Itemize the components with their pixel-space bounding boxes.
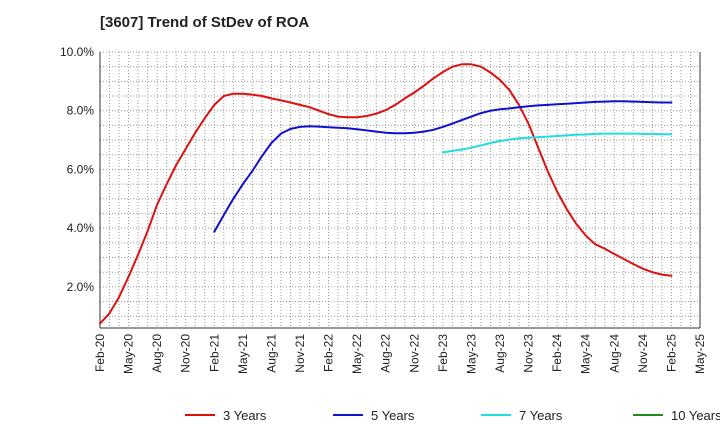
legend-label-5-years: 5 Years [371,408,415,423]
x-tick-label: Aug-21 [264,334,278,373]
y-tick-label: 4.0% [67,221,95,235]
x-tick-label: May-22 [350,334,364,374]
x-tick-label: Feb-20 [93,334,107,372]
series-line-5-years [213,100,673,233]
x-tick-label: May-20 [122,334,136,374]
y-tick-label: 6.0% [67,162,95,176]
axis-layer: 2.0% 4.0% 6.0% 8.0% 10.0% Feb-20 May-20 Aug-20 N… [60,45,707,374]
x-tick-label: May-25 [693,334,707,374]
legend: 3 Years 5 Years 7 Years 10 Years [185,408,720,423]
x-tick-label: Aug-24 [607,334,621,373]
x-tick-label: Aug-22 [379,334,393,373]
series-layer [99,63,673,325]
x-tick-label: Nov-21 [293,334,307,373]
grid-layer [100,52,700,328]
y-tick-label: 10.0% [60,45,94,59]
x-tick-label: Nov-24 [636,334,650,373]
x-tick-label: Feb-25 [664,334,678,372]
x-tick-label: Aug-23 [493,334,507,373]
y-tick-label: 8.0% [67,104,95,118]
x-tick-label: Feb-24 [550,334,564,372]
x-tick-label: Feb-23 [436,334,450,372]
plot-area [100,52,700,328]
legend-label-7-years: 7 Years [519,408,563,423]
x-tick-label: May-24 [579,334,593,374]
legend-label-3-years: 3 Years [223,408,267,423]
x-tick-label: May-23 [464,334,478,374]
series-line-3-years [99,63,673,325]
y-tick-label: 2.0% [67,280,95,294]
chart-title: [3607] Trend of StDev of ROA [100,14,310,31]
legend-label-10-years: 10 Years [671,408,720,423]
x-tick-label: Nov-20 [179,334,193,373]
x-tick-label: Nov-22 [407,334,421,373]
x-tick-label: May-21 [236,334,250,374]
x-tick-label: Nov-23 [522,334,536,373]
x-tick-label: Feb-21 [207,334,221,372]
x-tick-label: Aug-20 [150,334,164,373]
series-line-7-years [441,132,673,154]
x-tick-label: Feb-22 [322,334,336,372]
